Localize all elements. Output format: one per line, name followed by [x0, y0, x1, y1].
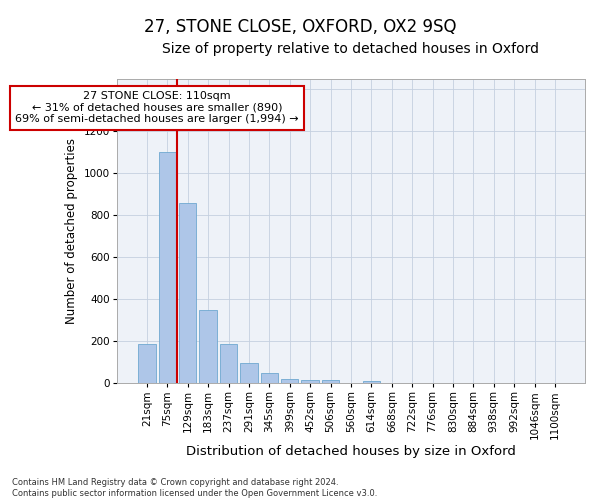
- Bar: [260, 373, 278, 384]
- Text: 27, STONE CLOSE, OXFORD, OX2 9SQ: 27, STONE CLOSE, OXFORD, OX2 9SQ: [144, 18, 456, 36]
- Bar: [240, 364, 257, 384]
- Bar: [362, 382, 380, 384]
- Bar: [138, 344, 155, 384]
- Bar: [322, 380, 339, 384]
- Bar: [158, 152, 176, 384]
- Bar: [281, 378, 298, 384]
- Title: Size of property relative to detached houses in Oxford: Size of property relative to detached ho…: [163, 42, 539, 56]
- Text: Contains HM Land Registry data © Crown copyright and database right 2024.
Contai: Contains HM Land Registry data © Crown c…: [12, 478, 377, 498]
- Text: 27 STONE CLOSE: 110sqm
← 31% of detached houses are smaller (890)
69% of semi-de: 27 STONE CLOSE: 110sqm ← 31% of detached…: [15, 91, 299, 124]
- Y-axis label: Number of detached properties: Number of detached properties: [65, 138, 78, 324]
- Bar: [301, 380, 319, 384]
- Bar: [179, 202, 196, 384]
- Bar: [220, 344, 237, 384]
- X-axis label: Distribution of detached houses by size in Oxford: Distribution of detached houses by size …: [186, 444, 516, 458]
- Bar: [199, 310, 217, 384]
